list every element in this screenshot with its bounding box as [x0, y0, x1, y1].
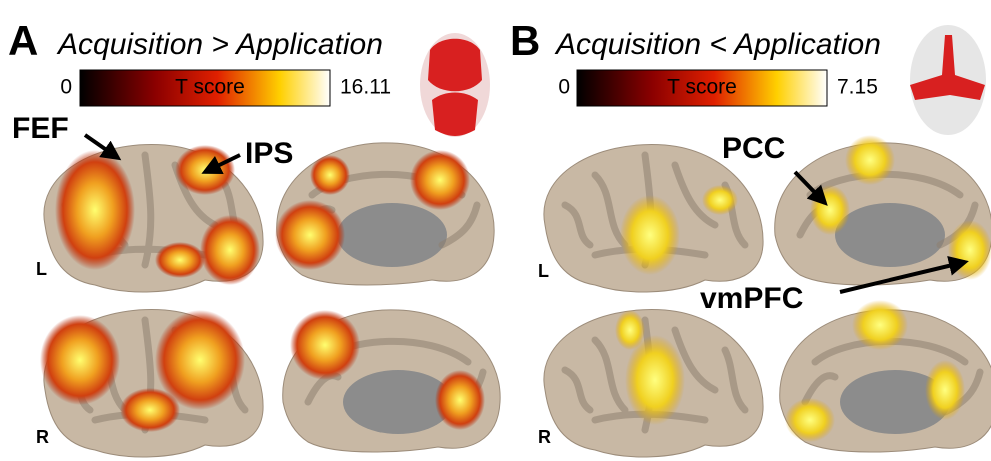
glass-brain — [420, 33, 490, 137]
panel-title: Acquisition < Application — [554, 28, 881, 61]
brain-left-lateral — [544, 145, 763, 292]
brain-right-medial — [283, 310, 500, 452]
colorbar-max: 7.15 — [837, 76, 878, 99]
hemisphere-label: R — [538, 427, 551, 447]
colorbar-max: 16.11 — [340, 76, 391, 99]
figure: A Acquisition > Application 0 T score 16… — [0, 0, 991, 461]
brain-left-medial — [275, 143, 494, 285]
glass-brain — [910, 25, 986, 135]
panel-label: A — [8, 17, 38, 64]
hemisphere-label: L — [538, 261, 549, 281]
hemisphere-label: R — [36, 427, 49, 447]
brain-right-lateral — [40, 310, 263, 457]
annotation: FEF — [12, 112, 69, 145]
colorbar-label: T score — [175, 76, 245, 99]
panel-b: B Acquisition < Application 0 T score 7.… — [510, 17, 991, 457]
brain-left-lateral — [44, 145, 263, 292]
annotation: PCC — [722, 132, 785, 165]
annotation: IPS — [245, 137, 293, 170]
panel-label: B — [510, 17, 540, 64]
brain-right-lateral — [544, 310, 763, 457]
hemisphere-label: L — [36, 259, 47, 279]
annotation: vmPFC — [700, 282, 803, 315]
colorbar-label: T score — [667, 76, 737, 99]
brain-right-medial — [780, 300, 991, 452]
colorbar-min: 0 — [60, 76, 72, 99]
panel-a: A Acquisition > Application 0 T score 16… — [8, 17, 500, 457]
colorbar-min: 0 — [558, 76, 570, 99]
panel-title: Acquisition > Application — [56, 28, 383, 61]
